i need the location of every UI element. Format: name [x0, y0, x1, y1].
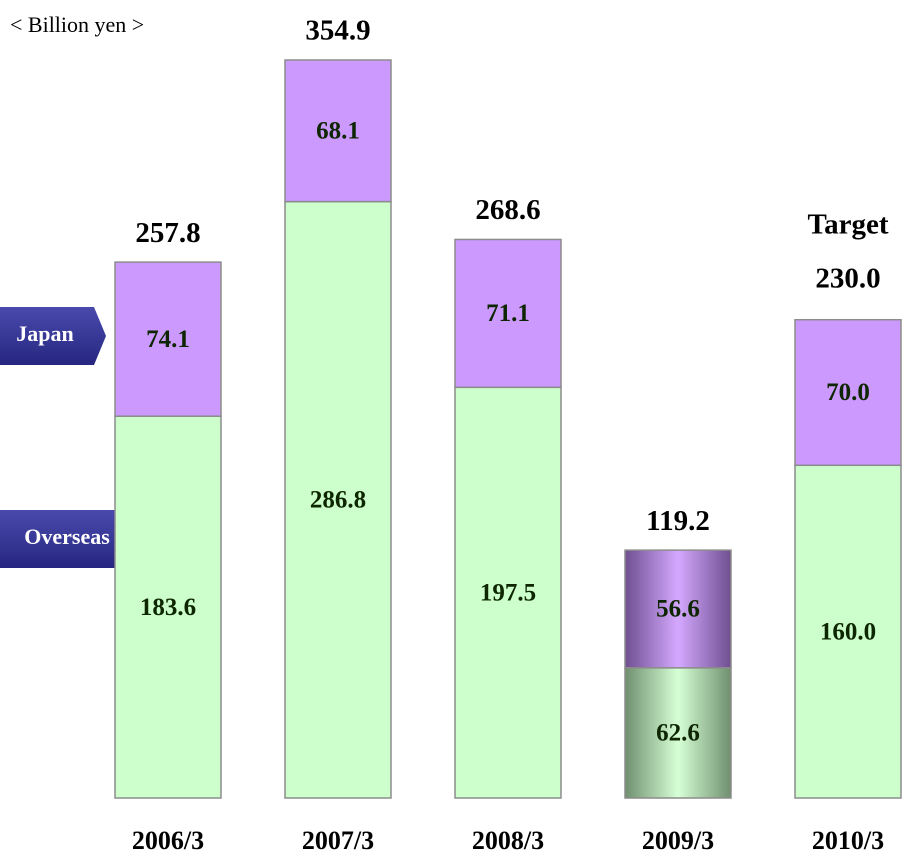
- bar-segment: [114, 415, 222, 799]
- x-tick-label: 2010/3: [812, 826, 884, 855]
- bar-segment: [114, 261, 222, 417]
- bar-segment: [624, 667, 732, 799]
- segment-label: 68.1: [316, 118, 360, 145]
- segment-label: 74.1: [146, 326, 190, 353]
- total-label: 119.2: [646, 505, 710, 537]
- bar-segment: [284, 200, 392, 799]
- unit-label: < Billion yen >: [10, 12, 144, 37]
- segment-label: 197.5: [480, 579, 536, 606]
- total-label: 230.0: [815, 262, 880, 294]
- legend-label: Japan: [16, 321, 73, 346]
- segment-label: 71.1: [486, 300, 530, 327]
- x-tick-label: 2008/3: [472, 826, 544, 855]
- segment-label: 56.6: [656, 596, 700, 623]
- segment-label: 286.8: [310, 487, 366, 514]
- x-tick-label: 2007/3: [302, 826, 374, 855]
- total-label: 268.6: [475, 194, 540, 226]
- segment-label: 183.6: [140, 594, 196, 621]
- x-tick-label: 2009/3: [642, 826, 714, 855]
- bar-segment: [284, 59, 392, 203]
- legend-label: Overseas: [24, 524, 110, 549]
- bar-segment: [794, 464, 902, 799]
- bar-segment: [454, 238, 562, 389]
- bar-segment: [794, 318, 902, 467]
- legend-arrow: [0, 510, 150, 568]
- segment-label: 62.6: [656, 720, 700, 747]
- legend-arrow: [0, 307, 106, 365]
- bar-segment: [624, 549, 732, 669]
- segment-label: 160.0: [820, 618, 876, 645]
- x-tick-label: 2006/3: [132, 826, 204, 855]
- total-label: 354.9: [305, 15, 370, 47]
- annotation: Target: [807, 208, 888, 240]
- segment-label: 70.0: [826, 379, 870, 406]
- total-label: 257.8: [135, 217, 200, 249]
